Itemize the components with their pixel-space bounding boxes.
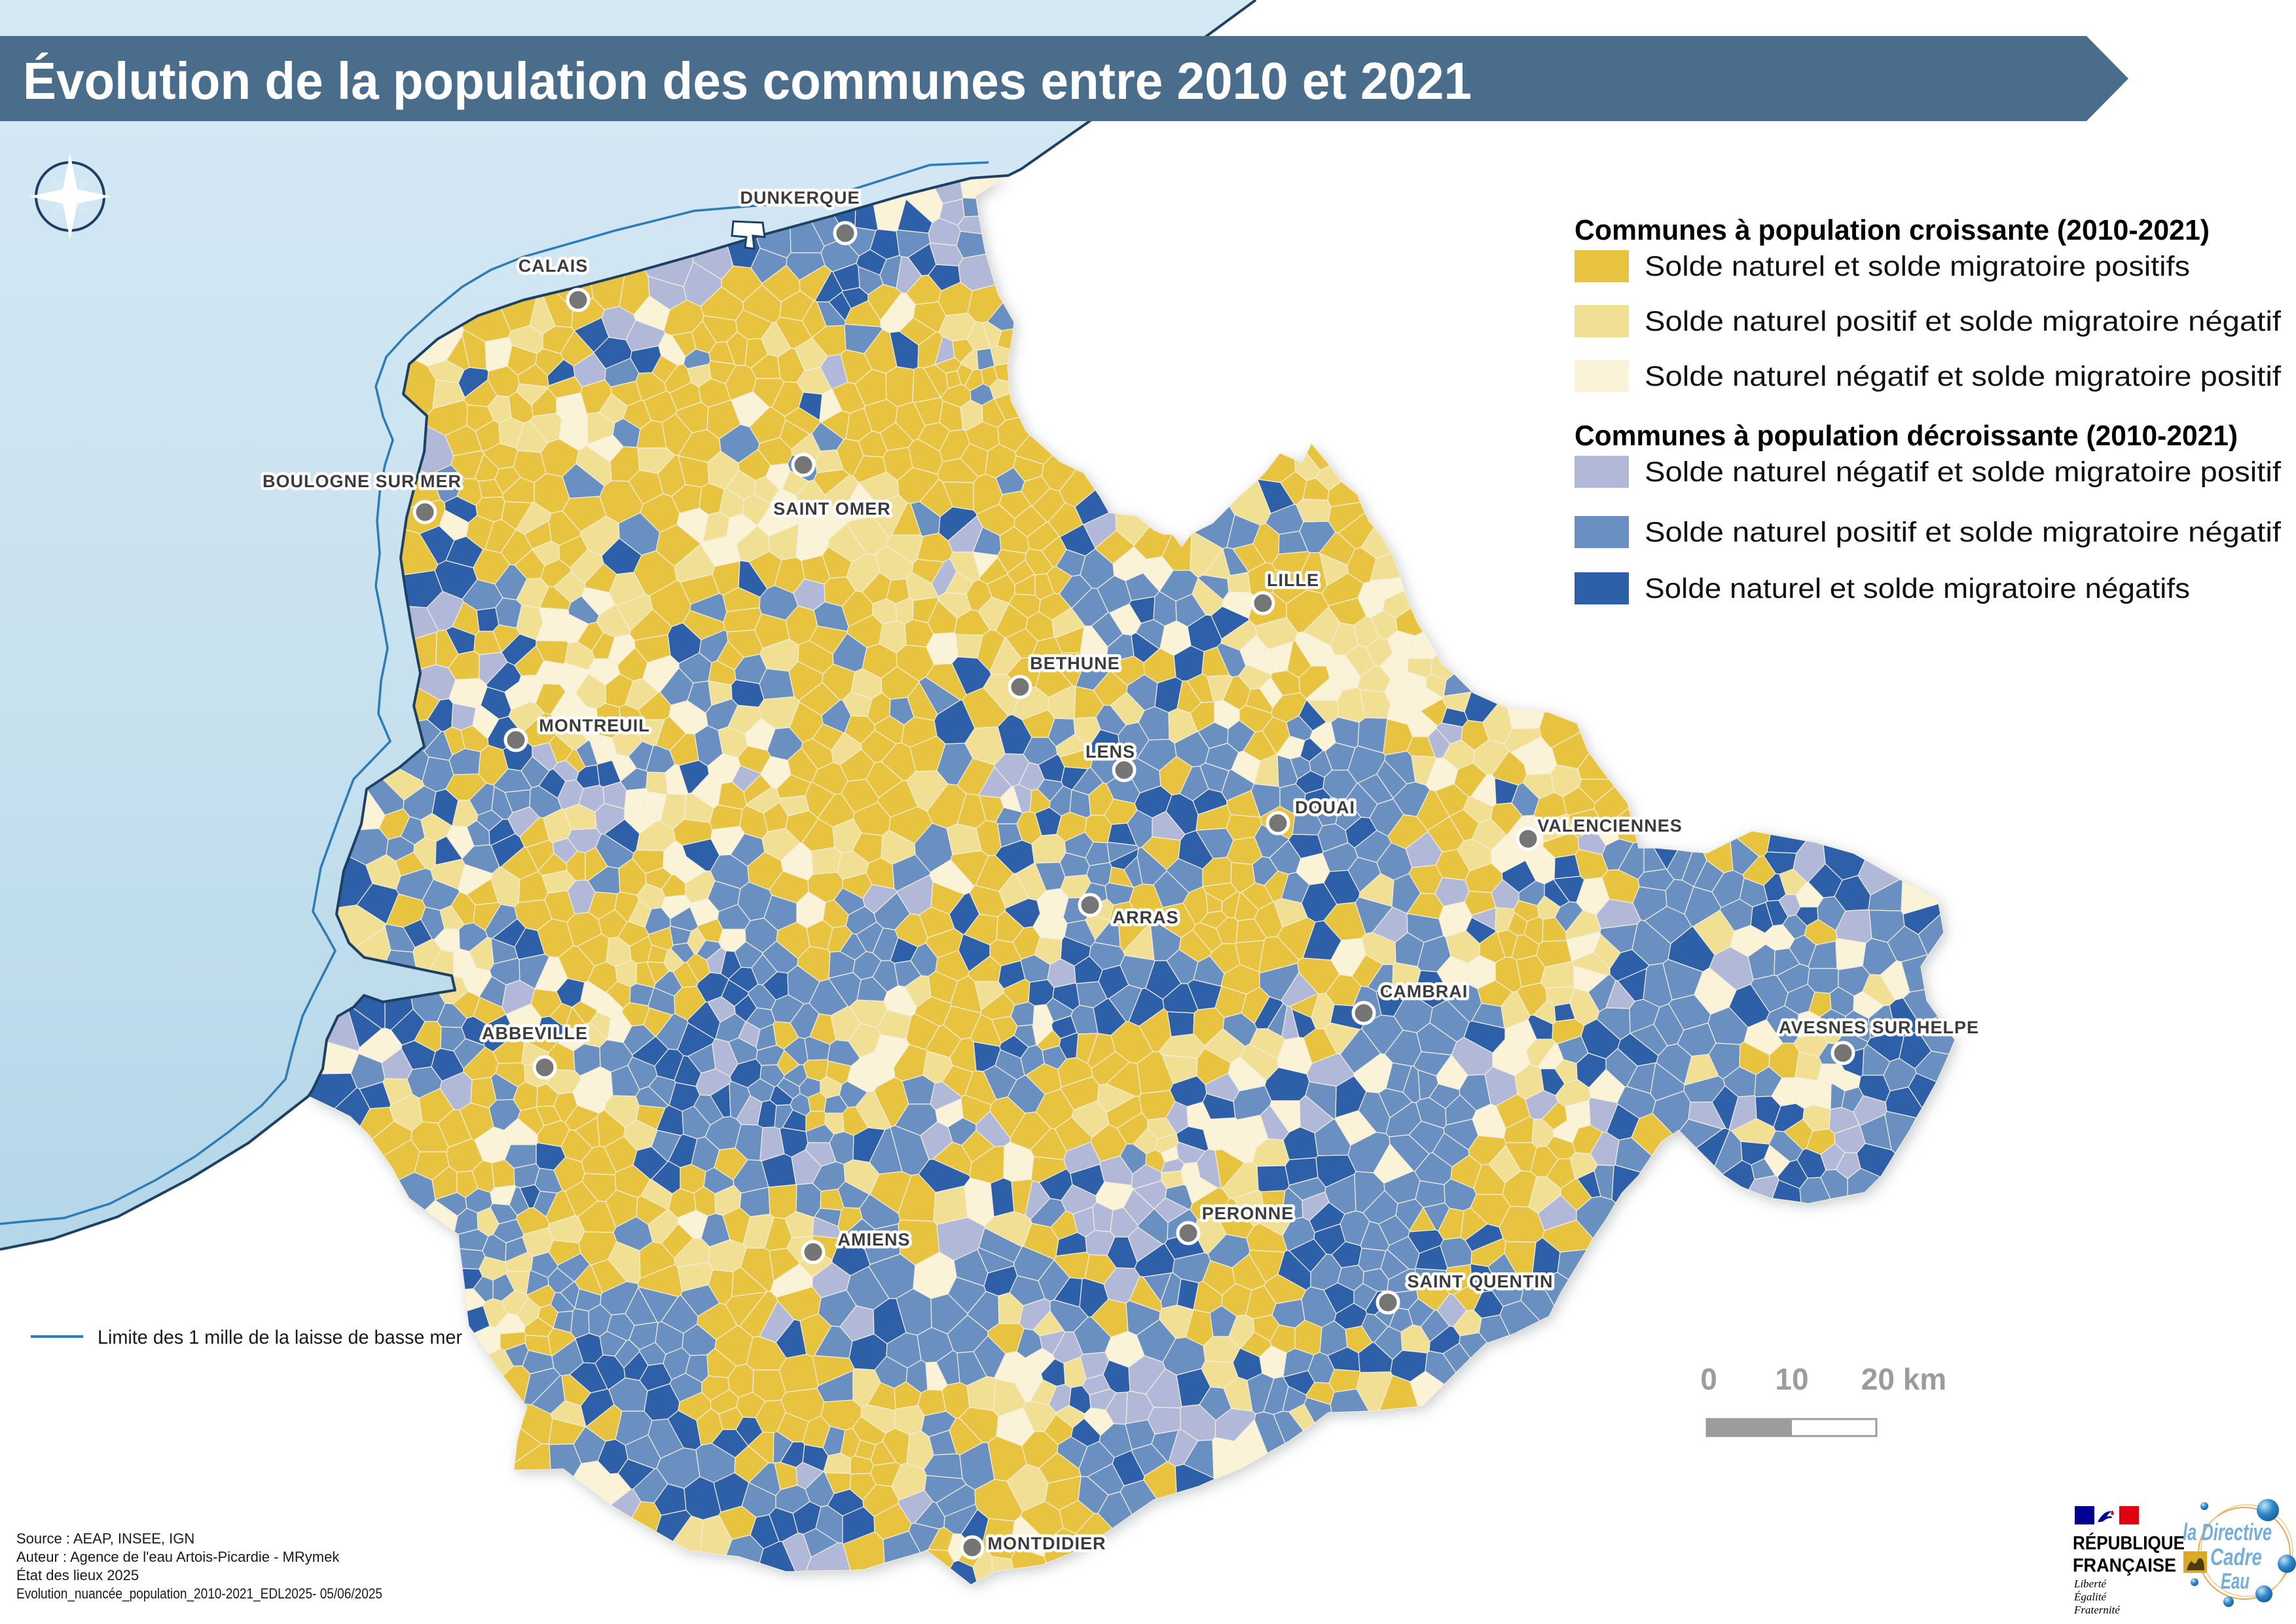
svg-text:ARRAS: ARRAS <box>1112 908 1178 927</box>
svg-text:SAINT QUENTIN: SAINT QUENTIN <box>1407 1272 1553 1291</box>
svg-text:Liberté: Liberté <box>2073 1578 2107 1590</box>
svg-text:Cadre: Cadre <box>2210 1543 2262 1570</box>
svg-text:Solde naturel négatif et solde: Solde naturel négatif et solde migratoir… <box>1645 361 2282 392</box>
svg-text:10: 10 <box>1775 1362 1808 1396</box>
svg-text:Communes à population décroiss: Communes à population décroissante (2010… <box>1575 420 2238 452</box>
svg-text:Solde naturel et solde migrato: Solde naturel et solde migratoire positi… <box>1645 251 2190 282</box>
svg-text:Évolution de la population des: Évolution de la population des communes … <box>23 52 1472 110</box>
svg-text:Communes à population croissan: Communes à population croissante (2010-2… <box>1575 214 2210 246</box>
svg-text:Solde naturel positif et solde: Solde naturel positif et solde migratoir… <box>1645 517 2282 548</box>
svg-text:SAINT OMER: SAINT OMER <box>773 499 891 519</box>
svg-text:MONTDIDIER: MONTDIDIER <box>988 1534 1106 1553</box>
svg-text:ABBEVILLE: ABBEVILLE <box>482 1024 588 1043</box>
svg-text:la Directive: la Directive <box>2183 1519 2272 1545</box>
svg-text:AMIENS: AMIENS <box>837 1230 910 1249</box>
svg-text:MONTREUIL: MONTREUIL <box>539 716 649 735</box>
svg-text:Source : AEAP, INSEE, IGN: Source : AEAP, INSEE, IGN <box>16 1530 194 1547</box>
svg-text:DUNKERQUE: DUNKERQUE <box>740 188 860 208</box>
svg-text:20 km: 20 km <box>1861 1362 1946 1396</box>
svg-text:Solde naturel et solde migrato: Solde naturel et solde migratoire négati… <box>1645 573 2190 604</box>
svg-text:Auteur : Agence de l'eau Artoi: Auteur : Agence de l'eau Artois-Picardie… <box>16 1549 340 1565</box>
svg-text:Égalité: Égalité <box>2073 1591 2107 1603</box>
svg-text:VALENCIENNES: VALENCIENNES <box>1537 816 1683 836</box>
svg-text:PERONNE: PERONNE <box>1202 1204 1294 1223</box>
svg-text:État des lieux 2025: État des lieux 2025 <box>16 1567 139 1583</box>
svg-text:FRANÇAISE: FRANÇAISE <box>2073 1555 2176 1576</box>
svg-text:AVESNES SUR HELPE: AVESNES SUR HELPE <box>1779 1018 1979 1037</box>
svg-text:BETHUNE: BETHUNE <box>1030 654 1120 673</box>
svg-text:CALAIS: CALAIS <box>519 256 589 276</box>
svg-text:Limite des 1 mille de la laiss: Limite des 1 mille de la laisse de basse… <box>98 1327 462 1348</box>
svg-text:BOULOGNE SUR MER: BOULOGNE SUR MER <box>263 471 462 491</box>
svg-text:LILLE: LILLE <box>1267 570 1319 590</box>
svg-text:Solde naturel positif et solde: Solde naturel positif et solde migratoir… <box>1645 306 2282 337</box>
svg-text:RÉPUBLIQUE: RÉPUBLIQUE <box>2073 1532 2185 1554</box>
svg-text:Fraternité: Fraternité <box>2073 1604 2121 1616</box>
svg-text:DOUAI: DOUAI <box>1295 798 1355 817</box>
svg-text:CAMBRAI: CAMBRAI <box>1380 982 1468 1001</box>
svg-text:Eau: Eau <box>2221 1569 2250 1594</box>
svg-text:Evolution_nuancée_population_2: Evolution_nuancée_population_2010-2021_E… <box>16 1585 382 1602</box>
svg-text:Solde naturel négatif et solde: Solde naturel négatif et solde migratoir… <box>1645 456 2282 488</box>
svg-text:0: 0 <box>1700 1362 1717 1396</box>
